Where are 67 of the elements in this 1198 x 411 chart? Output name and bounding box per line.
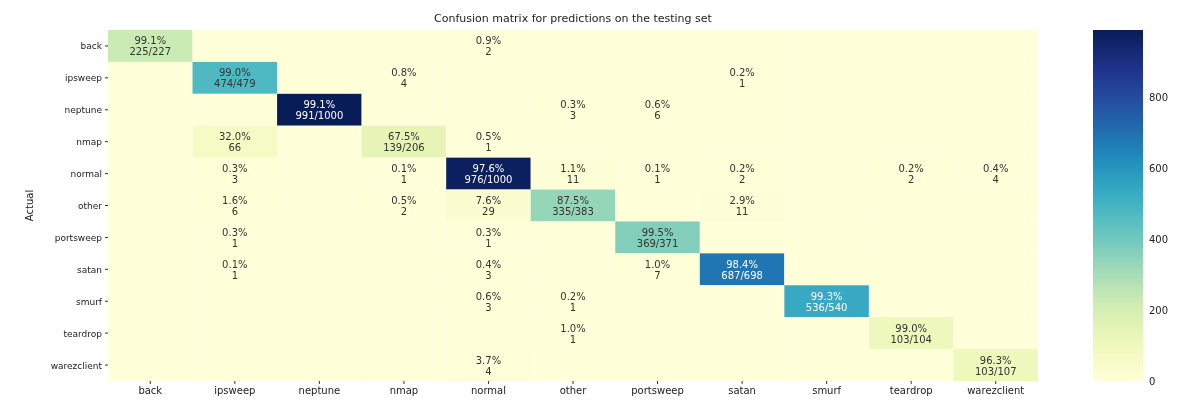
y-tick-label: warezclient [50, 360, 103, 371]
data-label: 0.3% 3 [560, 99, 586, 122]
data-label: 0.6% 6 [644, 99, 671, 122]
data-label: 0.5% 1 [475, 131, 502, 154]
data-label: 96.3% 103/107 [974, 354, 1017, 377]
x-tick-label: other [559, 385, 588, 396]
x-tick-label: nmap [389, 385, 419, 396]
data-label: 0.3% 3 [222, 163, 248, 186]
color-bar-label: 800 [1149, 92, 1169, 104]
data-label: 99.0% 474/479 [214, 67, 256, 90]
data-label: 1.0% 7 [644, 258, 671, 281]
data-label: 99.5% 369/371 [636, 226, 679, 249]
y-tick-label: portsweep [54, 232, 103, 243]
data-label: 99.0% 103/104 [890, 322, 932, 345]
x-tick-label: smurf [812, 385, 842, 396]
x-tick-label: satan [728, 385, 756, 396]
data-label: 99.3% 536/540 [805, 290, 848, 313]
data-label: 0.4% 3 [475, 258, 502, 281]
data-label: 0.6% 3 [475, 290, 502, 313]
y-tick-label: ipsweep [64, 73, 103, 84]
data-label: 0.2% 1 [729, 67, 755, 90]
color-bar-label: 600 [1149, 162, 1169, 174]
x-tick-label: normal [470, 385, 506, 396]
x-tick-label: portsweep [631, 385, 684, 396]
data-label: 67.5% 139/206 [383, 131, 425, 154]
data-label: 87.5% 335/383 [552, 195, 594, 217]
chart-title: Confusion matrix for predictions on the testing set [434, 12, 713, 25]
data-label: 0.2% 2 [898, 163, 924, 186]
data-label: 3.7% 4 [475, 354, 502, 377]
y-tick-label: other [78, 201, 103, 211]
data-label: 98.4% 687/698 [721, 258, 763, 281]
data-label: 0.3% 1 [475, 226, 502, 249]
data-label: 0.2% 1 [560, 290, 586, 313]
data-label: 2.9% 11 [729, 195, 755, 217]
data-label: 1.6% 6 [222, 195, 248, 217]
data-label: 1.0% 1 [560, 322, 586, 345]
x-tick-label: back [138, 385, 163, 396]
data-label: 0.1% 1 [391, 163, 417, 186]
y-tick-label: normal [70, 169, 102, 180]
data-label: 32.0% 66 [218, 131, 251, 154]
y-tick-label: neptune [64, 105, 103, 116]
data-label: 0.2% 2 [729, 163, 755, 186]
y-tick-label: teardrop [63, 328, 103, 339]
color-bar-label: 400 [1149, 233, 1169, 245]
y-tick-label: back [80, 41, 103, 52]
data-label: 0.9% 2 [475, 35, 502, 58]
y-tick-label: satan [77, 264, 102, 275]
x-tick-label: teardrop [889, 385, 933, 396]
data-label: 99.1% 991/1000 [295, 99, 344, 122]
y-tick-label: smurf [75, 296, 103, 307]
data-label: 0.3% 1 [222, 226, 248, 249]
data-label: 1.1% 11 [560, 163, 586, 186]
data-label: 0.1% 1 [644, 163, 671, 186]
x-tick-label: neptune [298, 385, 341, 396]
color-bar-label: 0 [1149, 375, 1156, 387]
x-tick-label: warezclient [967, 385, 1025, 396]
y-axis-title: Actual [24, 189, 35, 222]
color-bar-label: 200 [1149, 304, 1169, 316]
data-label: 97.6% 976/1000 [464, 163, 513, 186]
data-label: 7.6% 29 [475, 195, 502, 217]
data-label: 0.8% 4 [391, 67, 417, 90]
data-label: 99.1% 225/227 [129, 35, 172, 58]
data-label: 0.1% 1 [222, 258, 248, 281]
y-tick-label: nmap [76, 137, 103, 148]
data-label: 0.5% 2 [391, 195, 417, 217]
data-label: 0.4% 4 [983, 163, 1009, 186]
x-tick-label: ipsweep [214, 385, 256, 396]
